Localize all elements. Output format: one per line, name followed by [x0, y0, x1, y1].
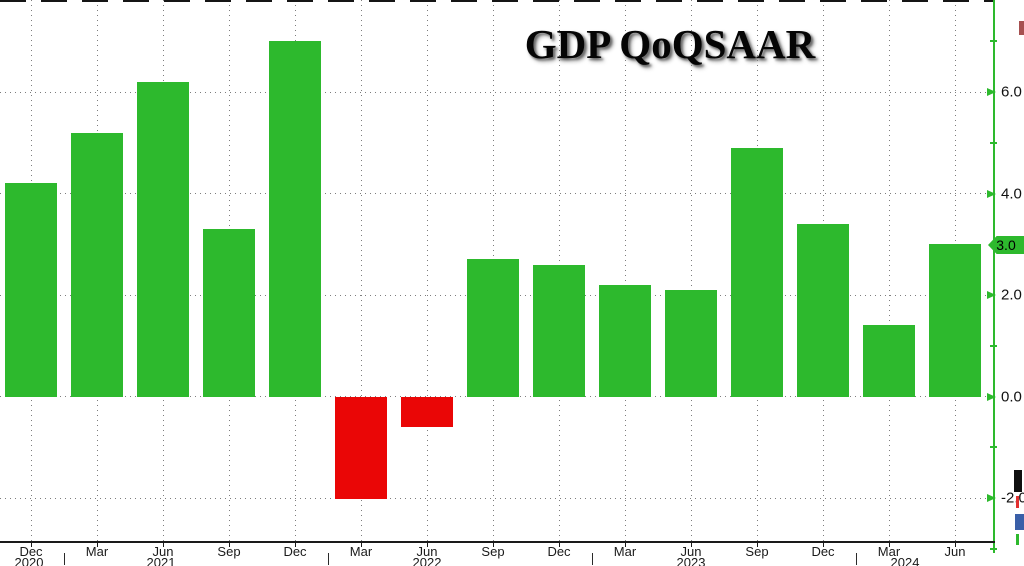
y-tick-label: 4.0 — [1001, 185, 1022, 202]
horizontal-gridline — [0, 91, 993, 93]
last-value-badge: 3.0 — [988, 236, 1024, 254]
y-minor-tick — [990, 344, 997, 347]
x-tick-label: Sep — [481, 544, 505, 559]
x-tick-mark — [361, 543, 362, 547]
x-tick-label: Mar — [85, 544, 109, 559]
x-tick-label: Dec — [547, 544, 571, 559]
horizontal-gridline — [0, 497, 993, 499]
vertical-gridline — [888, 0, 890, 542]
y-tick-label: -2.0 — [1001, 489, 1024, 507]
x-tick-label: Mar — [613, 544, 637, 559]
gdp-bar — [863, 325, 915, 397]
x-tick-mark — [823, 543, 824, 547]
y-minor-tick — [990, 547, 997, 550]
x-tick-mark — [493, 543, 494, 547]
y-minor-tick — [990, 446, 997, 449]
gdp-bar — [401, 396, 453, 428]
vertical-gridline — [360, 0, 362, 542]
top-border-dashes — [0, 0, 994, 2]
chart-title: GDP QoQSAAR — [524, 21, 816, 67]
gdp-bar — [731, 147, 783, 397]
y-tick-label: 6.0 — [1001, 83, 1022, 101]
x-tick-mark — [427, 543, 428, 547]
x-tick-mark — [757, 543, 758, 547]
y-tick-arrow — [987, 291, 996, 299]
x-tick-mark — [889, 543, 890, 547]
clipped-edge-mark-green — [1016, 534, 1019, 545]
x-year-label: 2020 — [14, 555, 44, 566]
gdp-bar — [797, 223, 849, 397]
gdp-bar — [203, 229, 255, 397]
y-tick-arrow — [987, 88, 996, 96]
year-boundary-tick — [592, 553, 593, 565]
clipped-edge-mark-red — [1016, 496, 1019, 508]
year-boundary-tick — [856, 553, 857, 565]
x-tick-mark — [229, 543, 230, 547]
x-tick-label: Dec — [19, 544, 43, 559]
vertical-gridline — [426, 0, 428, 542]
x-tick-label: Jun — [416, 544, 438, 559]
y-minor-tick — [990, 141, 997, 144]
year-boundary-tick — [328, 553, 329, 565]
x-tick-label: Sep — [745, 544, 769, 559]
clipped-edge-mark-blue — [1015, 514, 1024, 530]
x-tick-mark — [691, 543, 692, 547]
year-boundary-tick — [64, 553, 65, 565]
clipped-edge-mark-maroon — [1019, 21, 1024, 35]
gdp-bar — [533, 264, 585, 397]
x-tick-mark — [97, 543, 98, 547]
clipped-edge-mark-black — [1014, 470, 1022, 492]
x-tick-label: Jun — [680, 544, 702, 559]
gdp-bar — [467, 259, 519, 397]
y-tick-arrow — [987, 392, 996, 401]
gdp-bar — [665, 289, 717, 397]
x-year-label: 2022 — [412, 555, 442, 566]
x-tick-mark — [559, 543, 560, 547]
y-tick-arrow — [987, 494, 996, 502]
x-tick-mark — [955, 543, 956, 547]
y-tick-arrow — [987, 189, 996, 198]
x-year-label: 2021 — [146, 555, 176, 566]
x-tick-label: Mar — [877, 544, 901, 559]
x-tick-mark — [163, 543, 164, 547]
x-tick-mark — [625, 543, 626, 547]
x-year-label: 2023 — [676, 555, 706, 566]
gdp-bar — [599, 284, 651, 397]
x-axis-line — [0, 541, 995, 543]
y-axis-line — [993, 0, 995, 553]
horizontal-gridline — [0, 193, 993, 194]
x-tick-label: Dec — [283, 544, 307, 559]
x-tick-mark — [31, 543, 32, 547]
y-minor-tick — [990, 40, 997, 43]
gdp-bar — [335, 396, 387, 499]
gdp-bar — [269, 41, 321, 397]
x-tick-label: Dec — [811, 544, 835, 559]
x-tick-label: Mar — [349, 544, 373, 559]
gdp-bar — [5, 183, 57, 397]
x-year-label: 2024 — [890, 555, 920, 566]
x-tick-label: Jun — [152, 544, 174, 559]
x-tick-label: Sep — [217, 544, 241, 559]
gdp-bar — [137, 81, 189, 397]
y-tick-label: 2.0 — [1001, 286, 1022, 304]
vertical-gridline — [624, 0, 626, 542]
x-tick-mark — [295, 543, 296, 547]
x-tick-label: Jun — [944, 544, 966, 559]
vertical-gridline — [690, 0, 692, 542]
gdp-bar — [929, 244, 981, 397]
y-tick-label: 0.0 — [1001, 388, 1022, 405]
gdp-bar — [71, 132, 123, 397]
